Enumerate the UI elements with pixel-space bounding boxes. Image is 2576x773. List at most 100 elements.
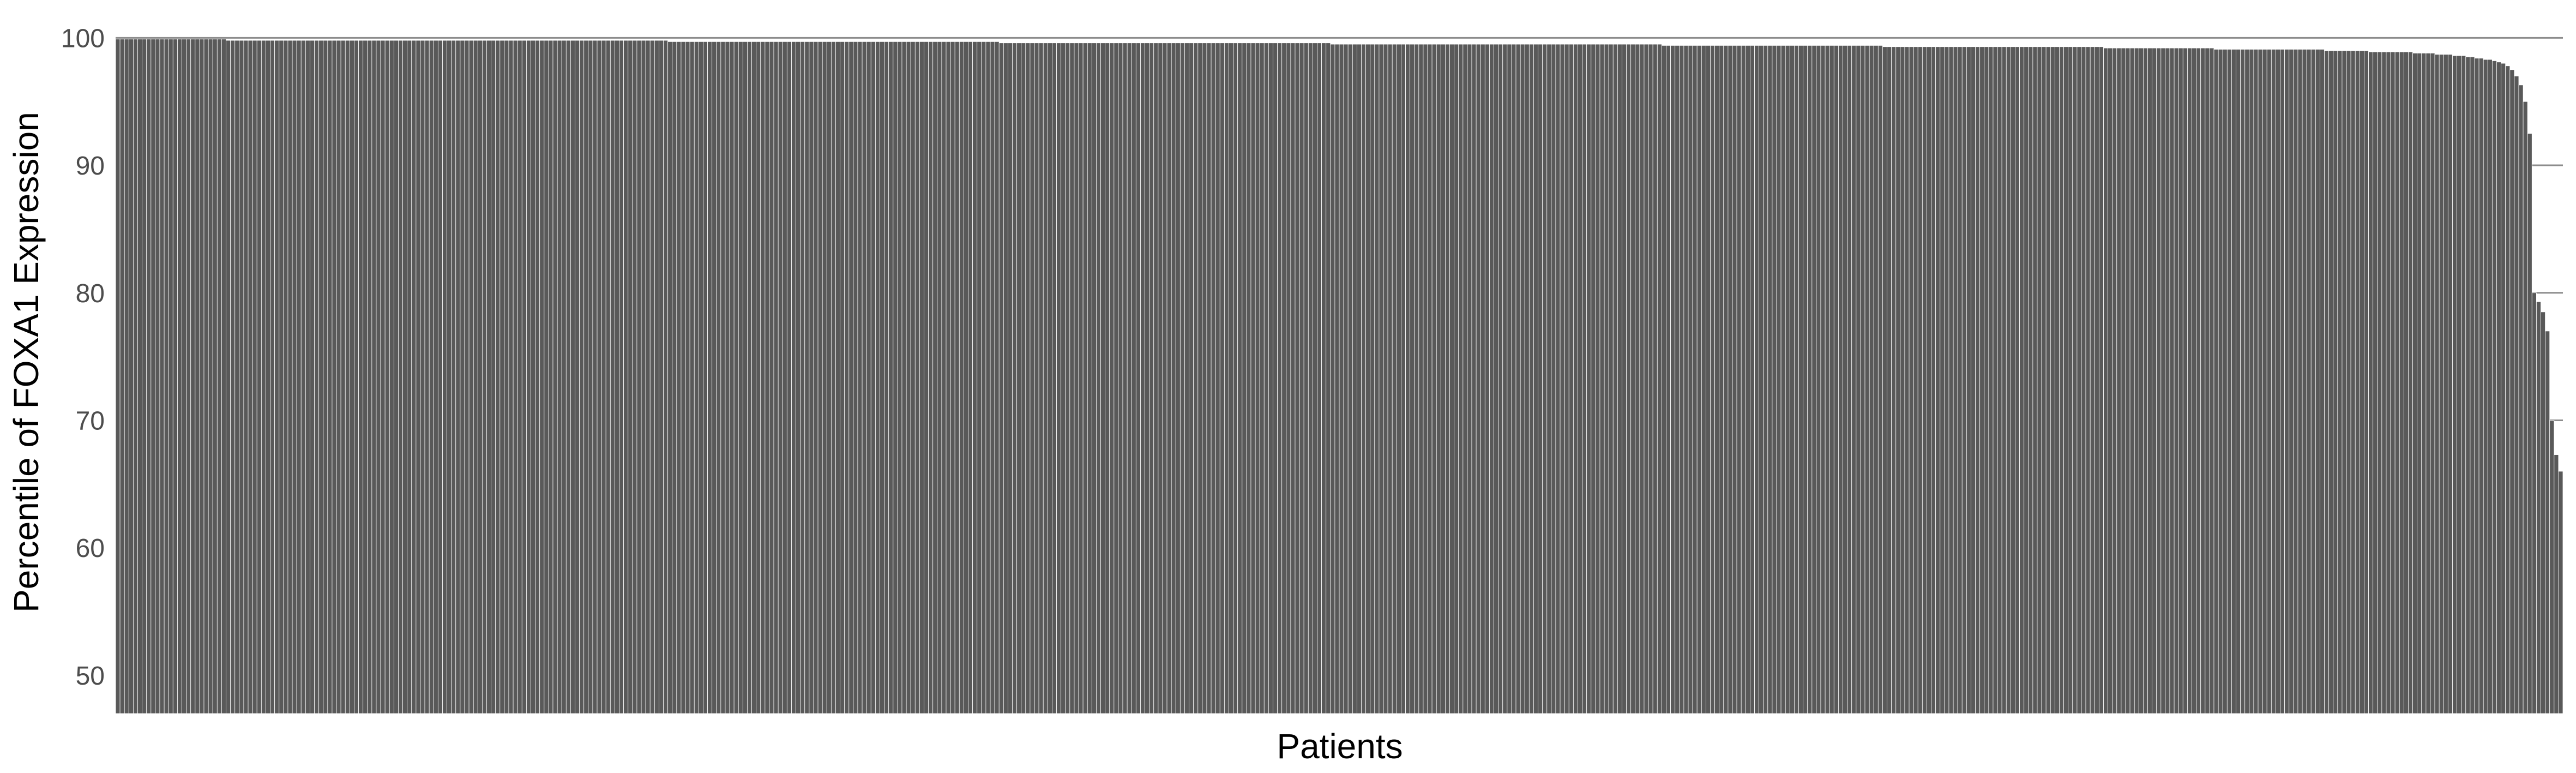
bar-149 — [769, 41, 774, 714]
bar-208 — [1030, 43, 1035, 714]
bar-101 — [557, 40, 562, 714]
bar-398 — [1869, 45, 1874, 714]
bar-343 — [1626, 44, 1632, 714]
bar-20 — [199, 39, 204, 714]
bar-50 — [332, 40, 337, 714]
bar-313 — [1494, 44, 1499, 714]
bar-411 — [1927, 46, 1931, 714]
bar-351 — [1661, 45, 1666, 714]
bar-413 — [1935, 46, 1941, 714]
bar-74 — [437, 40, 443, 714]
bar-21 — [203, 39, 209, 714]
bar-239 — [1166, 43, 1172, 714]
bar-511 — [2368, 51, 2374, 714]
bar-294 — [1410, 44, 1415, 714]
bar-372 — [1754, 45, 1760, 714]
bar-6 — [137, 39, 143, 714]
bar-545 — [2518, 85, 2524, 714]
bar-99 — [548, 40, 553, 714]
bar-498 — [2310, 49, 2316, 714]
bar-92 — [517, 40, 522, 714]
bar-307 — [1467, 44, 1472, 714]
bar-156 — [800, 41, 805, 714]
bar-124 — [659, 40, 664, 714]
bar-189 — [946, 41, 951, 714]
bar-109 — [592, 40, 598, 714]
bar-539 — [2491, 61, 2497, 714]
bar-315 — [1502, 44, 1508, 714]
bar-475 — [2209, 47, 2214, 714]
bar-116 — [623, 40, 629, 714]
bar-501 — [2324, 50, 2330, 714]
bar-207 — [1025, 43, 1031, 714]
bar-242 — [1179, 43, 1185, 714]
bar-181 — [910, 41, 916, 714]
bar-317 — [1511, 44, 1516, 714]
bar-327 — [1555, 44, 1561, 714]
bar-288 — [1383, 44, 1388, 714]
bar-346 — [1639, 44, 1645, 714]
bar-508 — [2355, 50, 2360, 714]
bar-380 — [1789, 45, 1795, 714]
bar-482 — [2240, 49, 2246, 714]
bar-82 — [473, 40, 478, 714]
bar-148 — [765, 41, 770, 714]
bar-204 — [1012, 43, 1018, 714]
bar-14 — [172, 39, 178, 714]
bar-175 — [884, 41, 889, 714]
y-tick-label-50: 50 — [76, 662, 105, 691]
bar-527 — [2439, 54, 2444, 714]
bar-427 — [1997, 46, 2002, 714]
bar-71 — [424, 40, 430, 714]
bar-270 — [1303, 43, 1309, 714]
bar-409 — [1917, 46, 1923, 714]
bar-521 — [2412, 52, 2418, 714]
bar-140 — [729, 41, 735, 714]
bar-436 — [2037, 46, 2042, 714]
bar-314 — [1498, 44, 1503, 714]
bar-105 — [575, 40, 580, 714]
bar-80 — [464, 40, 470, 714]
bar-167 — [848, 41, 854, 714]
bar-261 — [1263, 43, 1269, 714]
bar-257 — [1246, 43, 1251, 714]
bar-118 — [632, 40, 637, 714]
bar-291 — [1396, 44, 1401, 714]
bar-155 — [796, 41, 801, 714]
bar-461 — [2147, 47, 2153, 714]
bar-218 — [1074, 43, 1079, 714]
bar-517 — [2394, 51, 2400, 714]
bar-129 — [681, 41, 686, 714]
bar-335 — [1591, 44, 1596, 714]
bar-73 — [433, 40, 438, 714]
bar-368 — [1736, 45, 1742, 714]
bar-316 — [1507, 44, 1512, 714]
bar-424 — [1984, 46, 1989, 714]
bar-347 — [1644, 44, 1649, 714]
bar-165 — [840, 41, 845, 714]
bar-34 — [261, 40, 266, 714]
bar-460 — [2142, 47, 2148, 714]
bar-199 — [990, 41, 995, 714]
bar-271 — [1308, 43, 1313, 714]
bar-448 — [2090, 46, 2095, 714]
bar-337 — [1599, 44, 1605, 714]
bar-550 — [2541, 311, 2545, 714]
bar-470 — [2187, 47, 2192, 714]
bar-240 — [1171, 43, 1176, 714]
bar-523 — [2421, 52, 2427, 714]
bar-549 — [2536, 301, 2541, 714]
y-axis-title: Percentile of FOXA1 Expression — [7, 112, 46, 613]
bar-393 — [1847, 45, 1852, 714]
bar-406 — [1904, 46, 1910, 714]
bar-170 — [862, 41, 867, 714]
bar-303 — [1449, 44, 1455, 714]
bar-292 — [1401, 44, 1406, 714]
bar-263 — [1273, 43, 1278, 714]
bar-518 — [2399, 51, 2404, 714]
bar-483 — [2244, 49, 2250, 714]
bar-38 — [279, 40, 284, 714]
bar-507 — [2350, 50, 2356, 714]
bar-243 — [1184, 43, 1189, 714]
